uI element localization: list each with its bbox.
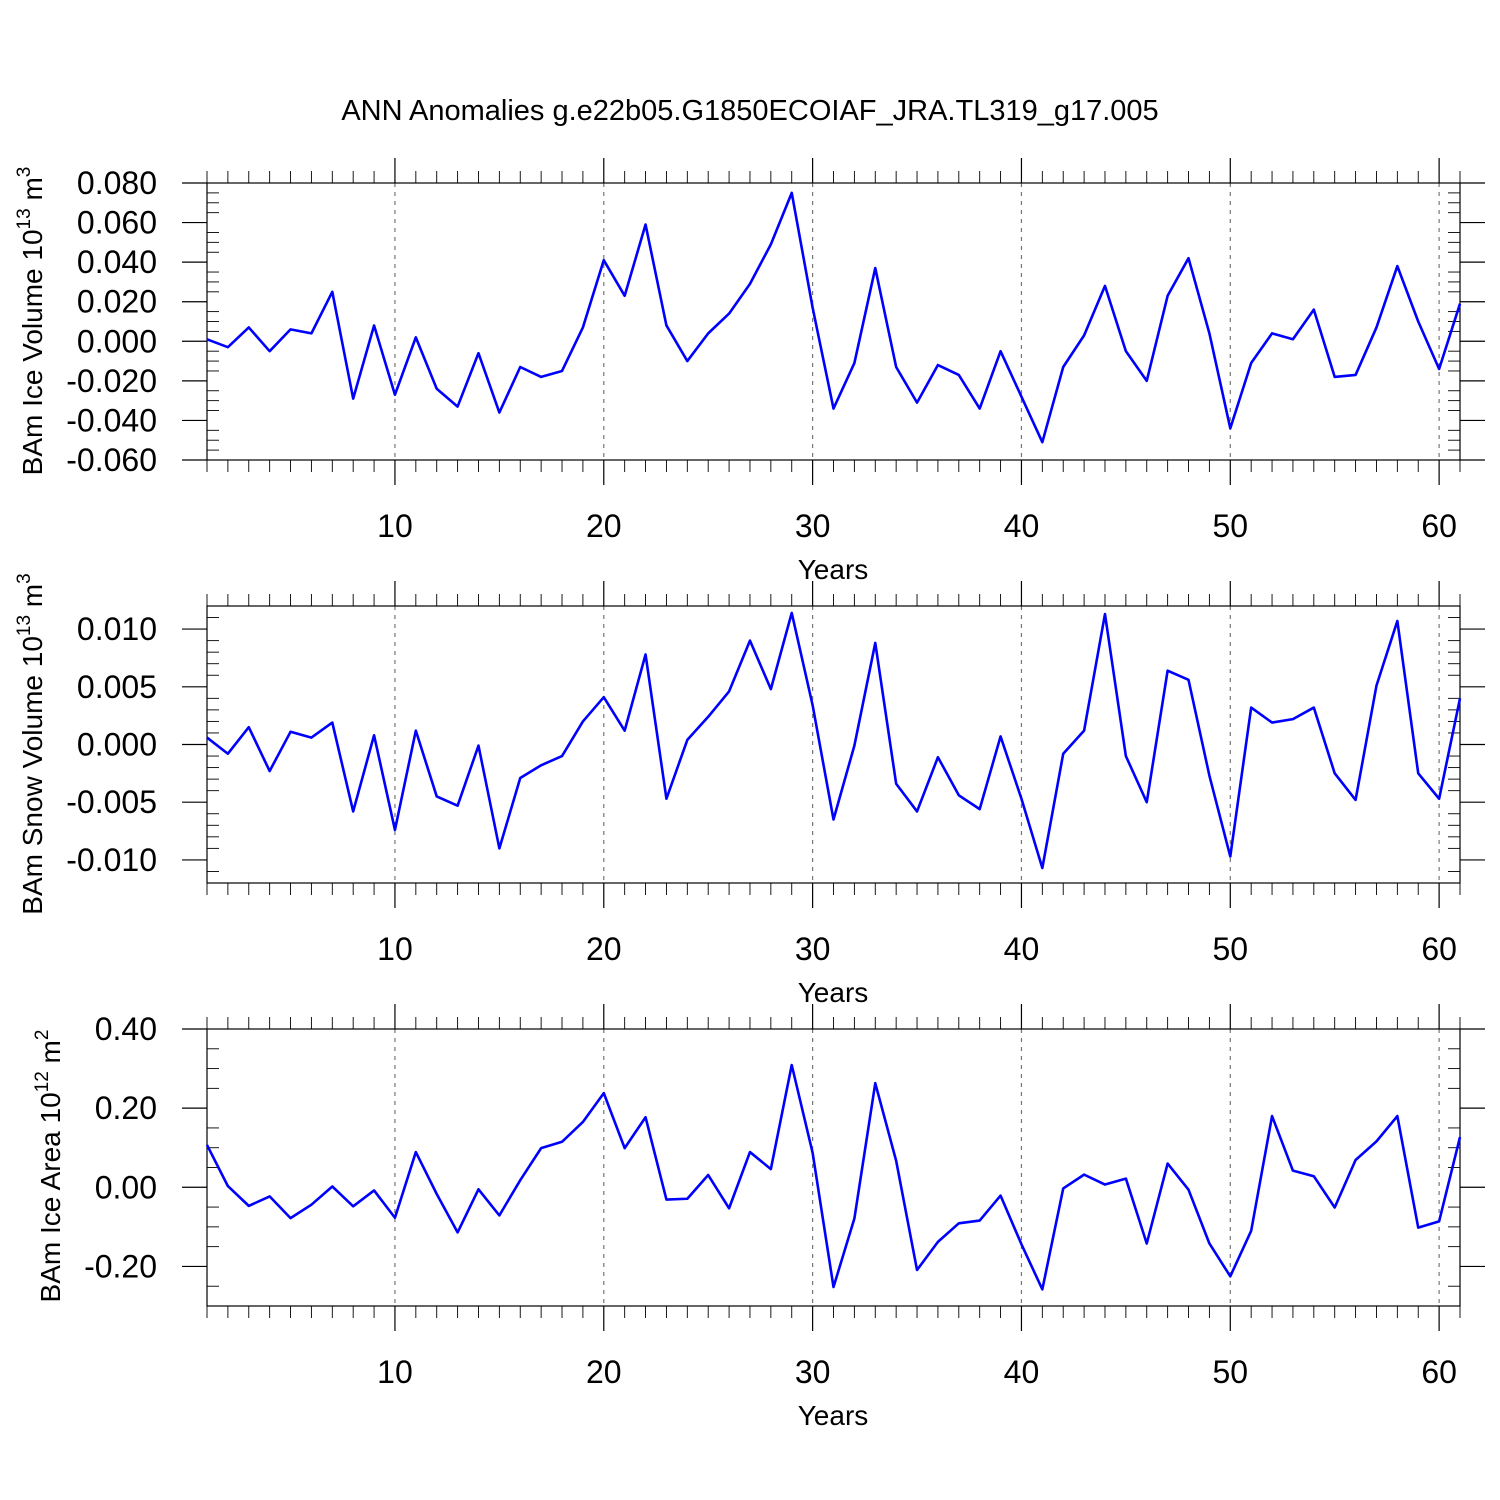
y-tick-label-2: 0.00 bbox=[95, 1169, 157, 1205]
x-tick-label-40: 40 bbox=[1004, 508, 1040, 544]
x-axis-title: Years bbox=[798, 1400, 869, 1431]
x-axis-title: Years bbox=[798, 977, 869, 1008]
y-tick-label-1: 0.20 bbox=[95, 1090, 157, 1126]
x-tick-label-60: 60 bbox=[1421, 508, 1457, 544]
y-axis-title-exponent: 13 bbox=[14, 615, 35, 636]
y-axis-title-unit: m bbox=[17, 177, 48, 208]
y-tick-label-2: 0.000 bbox=[77, 727, 157, 763]
y-axis-title-unit-exponent: 3 bbox=[14, 167, 35, 178]
y-tick-label-1: 0.060 bbox=[77, 205, 157, 241]
x-tick-label-60: 60 bbox=[1421, 931, 1457, 967]
y-axis-title-text: BAm Snow Volume 10 bbox=[17, 636, 48, 915]
x-tick-label-10: 10 bbox=[377, 1354, 413, 1390]
x-tick-label-50: 50 bbox=[1212, 1354, 1248, 1390]
x-tick-label-30: 30 bbox=[795, 931, 831, 967]
y-axis-title-unit-exponent: 3 bbox=[14, 573, 35, 584]
y-tick-label-3: -0.005 bbox=[66, 784, 157, 820]
y-axis-title-text: BAm Ice Volume 10 bbox=[17, 229, 48, 475]
x-tick-label-50: 50 bbox=[1212, 508, 1248, 544]
x-tick-label-40: 40 bbox=[1004, 1354, 1040, 1390]
x-tick-label-30: 30 bbox=[795, 1354, 831, 1390]
y-tick-label-0: 0.010 bbox=[77, 611, 157, 647]
panel-snow-volume: BAm Snow Volume 1013 m3 Years 10 20 30 40 50… bbox=[14, 573, 1485, 1008]
y-tick-label-3: 0.020 bbox=[77, 284, 157, 320]
y-axis-title-unit: m bbox=[35, 1040, 66, 1071]
x-tick-label-10: 10 bbox=[377, 508, 413, 544]
y-axis-title-exponent: 13 bbox=[14, 208, 35, 229]
y-tick-label-4: -0.010 bbox=[66, 842, 157, 878]
y-axis-title-text: BAm Ice Area 10 bbox=[35, 1092, 66, 1302]
panel-ice-area: BAm Ice Area 1012 m2 Years 10 20 30 40 50 60 0… bbox=[32, 1004, 1485, 1431]
x-tick-label-50: 50 bbox=[1212, 931, 1248, 967]
y-tick-label-4: 0.000 bbox=[77, 323, 157, 359]
y-axis-title: BAm Ice Area 1012 m2 bbox=[32, 1030, 66, 1303]
y-axis-title: BAm Snow Volume 1013 m3 bbox=[14, 573, 48, 914]
x-axis-title: Years bbox=[798, 554, 869, 585]
x-tick-label-20: 20 bbox=[586, 508, 622, 544]
y-tick-label-3: -0.20 bbox=[84, 1248, 157, 1284]
x-tick-label-40: 40 bbox=[1004, 931, 1040, 967]
x-tick-label-60: 60 bbox=[1421, 1354, 1457, 1390]
y-tick-label-2: 0.040 bbox=[77, 244, 157, 280]
y-axis-title-unit-exponent: 2 bbox=[32, 1030, 53, 1041]
y-tick-label-1: 0.005 bbox=[77, 669, 157, 705]
y-tick-label-0: 0.080 bbox=[77, 165, 157, 201]
y-tick-label-0: 0.40 bbox=[95, 1011, 157, 1047]
y-axis-title: BAm Ice Volume 1013 m3 bbox=[14, 167, 48, 476]
y-tick-label-7: -0.060 bbox=[66, 442, 157, 478]
x-tick-label-20: 20 bbox=[586, 931, 622, 967]
x-tick-label-10: 10 bbox=[377, 931, 413, 967]
figure-title: ANN Anomalies g.e22b05.G1850ECOIAF_JRA.T… bbox=[341, 95, 1158, 127]
x-tick-label-20: 20 bbox=[586, 1354, 622, 1390]
x-tick-label-30: 30 bbox=[795, 508, 831, 544]
y-axis-title-exponent: 12 bbox=[32, 1071, 53, 1092]
panel-ice-volume: BAm Ice Volume 1013 m3 Years 10 20 30 40 50 6… bbox=[14, 158, 1485, 585]
y-tick-label-5: -0.020 bbox=[66, 363, 157, 399]
y-tick-label-6: -0.040 bbox=[66, 402, 157, 438]
y-axis-title-unit: m bbox=[17, 584, 48, 615]
